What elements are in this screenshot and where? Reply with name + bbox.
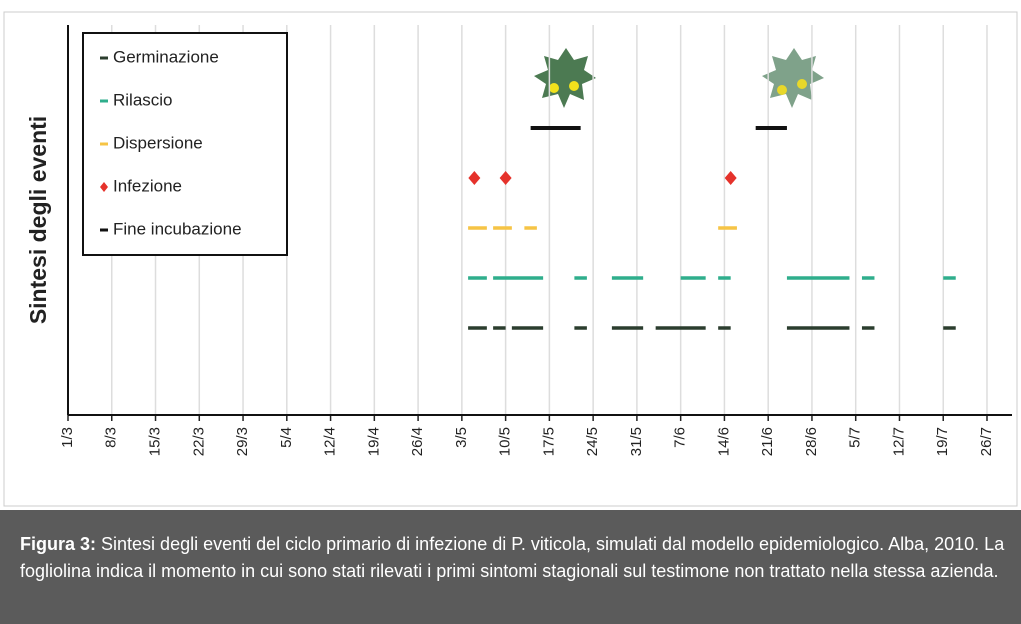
x-tick-label: 19/4 [365, 427, 382, 456]
event-marker [725, 171, 737, 185]
x-tick-label: 7/6 [672, 427, 689, 448]
x-tick-label: 26/7 [978, 427, 995, 456]
x-tick-label: 3/5 [453, 427, 470, 448]
legend-label: Infezione [113, 176, 182, 195]
legend-label: Dispersione [113, 133, 203, 152]
legend-label: Fine incubazione [113, 219, 242, 238]
x-tick-label: 28/6 [803, 427, 820, 456]
legend-label: Rilascio [113, 90, 173, 109]
x-tick-label: 10/5 [497, 427, 514, 456]
x-tick-label: 5/7 [847, 427, 864, 448]
caption: Figura 3: Sintesi degli eventi del ciclo… [0, 510, 1021, 624]
page: {"chart_data": {"type": "timeline", "yla… [0, 0, 1021, 624]
x-tick-label: 19/7 [934, 427, 951, 456]
x-tick-label: 24/5 [584, 427, 601, 456]
x-tick-label: 12/7 [890, 427, 907, 456]
leaf-icon [534, 48, 596, 108]
x-tick-label: 8/3 [103, 427, 120, 448]
legend-label: Germinazione [113, 47, 219, 66]
leaf-icon [762, 48, 824, 108]
caption-label: Figura 3: [20, 534, 96, 554]
x-tick-label: 31/5 [628, 427, 645, 456]
caption-text: Sintesi degli eventi del ciclo primario … [20, 534, 1004, 581]
x-tick-label: 22/3 [190, 427, 207, 456]
chart: Sintesi degli eventi 1/3 8/3 15/3 22/3 29/3 5… [0, 0, 1021, 510]
x-tick-label: 21/6 [759, 427, 776, 456]
y-axis-label: Sintesi degli eventi [25, 116, 51, 324]
event-marker [468, 171, 480, 185]
x-tick-label: 26/4 [409, 427, 426, 456]
x-tick-label: 12/4 [322, 427, 339, 456]
x-tick-label: 14/6 [715, 427, 732, 456]
event-marker [500, 171, 512, 185]
x-tick-label: 29/3 [234, 427, 251, 456]
x-tick-label: 1/3 [59, 427, 76, 448]
x-tick-label: 17/5 [540, 427, 557, 456]
x-tick-label: 5/4 [278, 427, 295, 448]
x-tick-label: 15/3 [146, 427, 163, 456]
